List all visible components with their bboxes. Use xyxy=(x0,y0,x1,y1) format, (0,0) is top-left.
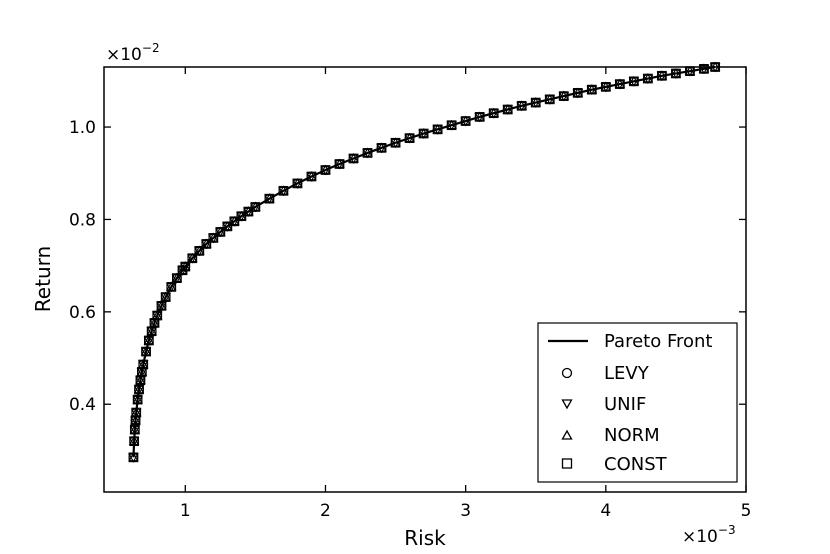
const-point xyxy=(278,185,289,196)
x-tick-label: 2 xyxy=(320,501,331,521)
norm-point xyxy=(156,300,167,310)
y-axis-multiplier: ×10−2 xyxy=(106,41,160,65)
axis-ticks: 1 2 3 4 5 0.4 0.6 0.8 1.0 xyxy=(69,67,751,521)
const-point xyxy=(194,246,205,256)
norm-point xyxy=(166,281,177,291)
norm-point xyxy=(128,451,139,462)
const-point xyxy=(348,153,359,164)
square-marker-icon xyxy=(561,458,573,469)
x-multiplier-base: ×10 xyxy=(682,527,718,547)
const-point xyxy=(208,233,219,243)
const-point xyxy=(390,137,401,148)
y-tick-label: 1.0 xyxy=(69,118,96,138)
triangle-down-marker-icon xyxy=(561,399,573,410)
legend-label-norm: NORM xyxy=(604,425,660,446)
const-point xyxy=(446,120,457,131)
const-point xyxy=(306,171,317,182)
const-point xyxy=(222,221,233,232)
const-point xyxy=(460,116,471,126)
circle-marker-icon xyxy=(561,367,573,379)
const-point xyxy=(152,310,163,321)
triangle-up-marker-icon xyxy=(561,429,573,440)
x-tick-label: 1 xyxy=(180,501,191,521)
const-point xyxy=(418,128,429,139)
x-multiplier-exp: −3 xyxy=(718,523,736,537)
legend-box xyxy=(537,322,738,483)
const-point xyxy=(160,292,171,302)
const-point xyxy=(320,165,331,175)
const-point xyxy=(334,159,345,169)
const-point xyxy=(172,273,182,283)
const-point xyxy=(432,124,443,135)
legend-label-levy: LEVY xyxy=(604,363,650,384)
const-point xyxy=(229,216,240,227)
const-point xyxy=(166,282,177,292)
const-point xyxy=(201,239,212,249)
const-point xyxy=(264,193,275,204)
y-multiplier-base: ×10 xyxy=(106,45,142,65)
const-point xyxy=(187,253,198,264)
plot-area xyxy=(103,66,747,493)
legend-label-unif: UNIF xyxy=(604,394,646,415)
const-point xyxy=(215,227,226,237)
norm-point xyxy=(171,272,183,282)
norm-point xyxy=(180,261,191,271)
const-point xyxy=(250,202,261,212)
legend-label-pareto: Pareto Front xyxy=(604,331,712,352)
legend: Pareto Front LEVY UNIF NORM CONST xyxy=(537,322,738,483)
const-point xyxy=(376,142,387,153)
x-tick-label: 3 xyxy=(460,501,471,521)
legend-label-const: CONST xyxy=(604,454,668,475)
x-tick-label: 5 xyxy=(741,501,752,521)
y-multiplier-exp: −2 xyxy=(142,41,160,55)
norm-point xyxy=(160,291,171,301)
norm-point xyxy=(187,252,198,263)
const-point xyxy=(404,133,415,143)
y-tick-label: 0.4 xyxy=(69,395,96,415)
norm-point xyxy=(152,310,163,320)
pareto-front-line xyxy=(132,65,716,458)
x-axis-label: Risk xyxy=(404,526,446,550)
const-point xyxy=(362,148,373,158)
y-tick-label: 0.8 xyxy=(69,210,96,230)
norm-point xyxy=(194,245,205,255)
y-tick-label: 0.6 xyxy=(69,303,96,323)
const-point xyxy=(180,261,191,272)
const-point xyxy=(292,178,303,189)
y-axis-label: Return xyxy=(31,246,55,312)
x-axis-multiplier: ×10−3 xyxy=(682,523,736,547)
x-tick-label: 4 xyxy=(600,501,611,521)
